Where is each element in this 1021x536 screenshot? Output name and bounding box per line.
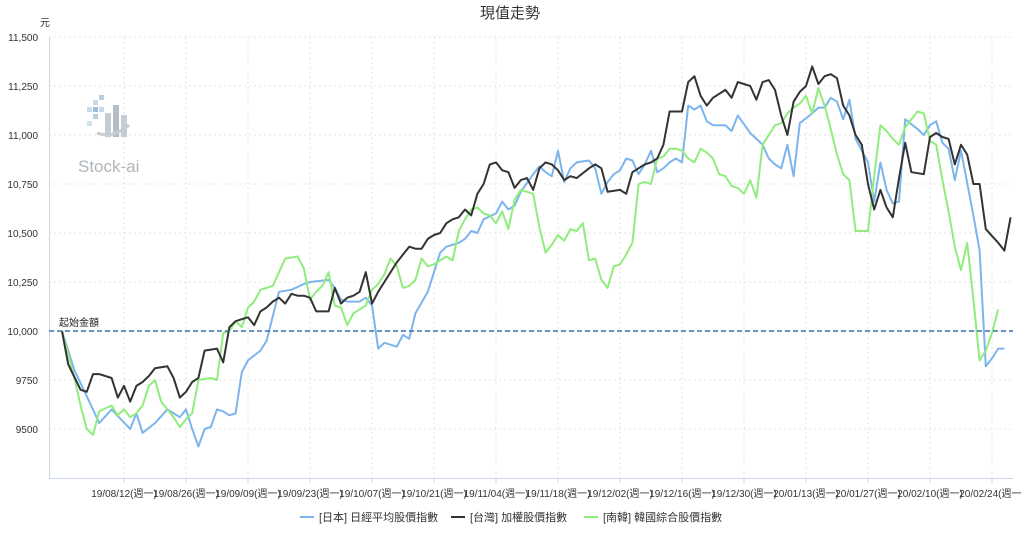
x-tick-label: 19/09/09(週一) <box>215 488 281 500</box>
x-tick-label: 19/09/23(週一) <box>277 488 343 500</box>
x-tick-label: 20/02/24(週一) <box>959 488 1021 500</box>
x-tick-label: 19/08/12(週一) <box>91 488 157 500</box>
reference-line-label: 起始金額 <box>59 316 99 329</box>
x-tick-label: 19/08/26(週一) <box>153 488 219 500</box>
x-tick-label: 19/12/30(週一) <box>711 488 777 500</box>
reference-layer: 起始金額 <box>49 316 1013 332</box>
legend[interactable]: [日本] 日經平均股價指數 [台灣] 加權股價指數 [南韓] 韓國綜合股價指數 <box>300 510 722 524</box>
legend-item[interactable]: [台灣] 加權股價指數 <box>451 510 567 524</box>
y-tick-label: 11,000 <box>8 131 38 142</box>
grid-lines <box>49 36 1013 478</box>
x-tick-label: 20/02/10(週一) <box>897 488 963 500</box>
y-tick-label: 11,500 <box>8 33 38 44</box>
watermark-logo <box>87 95 130 137</box>
x-tick-label: 19/12/02(週一) <box>587 488 653 500</box>
y-tick-label: 9500 <box>16 425 39 436</box>
legend-label: [日本] 日經平均股價指數 <box>319 510 438 524</box>
x-tick-label: 19/11/04(週一) <box>464 488 529 500</box>
series-line <box>61 65 1012 403</box>
y-tick-label: 11,250 <box>8 82 38 93</box>
y-tick-label: 10,250 <box>7 278 38 289</box>
x-tick-label: 20/01/13(週一) <box>773 488 839 500</box>
y-tick-label: 10,500 <box>7 229 38 240</box>
x-tick-label: 19/11/18(週一) <box>526 488 591 500</box>
x-axis: 19/08/12(週一)19/08/26(週一)19/09/09(週一)19/0… <box>49 478 1021 500</box>
legend-label: [台灣] 加權股價指數 <box>470 510 567 524</box>
series-line <box>61 87 1000 436</box>
x-tick-label: 19/10/21(週一) <box>401 488 467 500</box>
legend-label: [南韓] 韓國綜合股價指數 <box>603 510 722 524</box>
legend-item[interactable]: [南韓] 韓國綜合股價指數 <box>584 510 722 524</box>
x-tick-label: 20/01/27(週一) <box>835 488 901 500</box>
y-tick-label: 10,000 <box>7 327 38 338</box>
x-tick-label: 19/12/16(週一) <box>649 488 715 500</box>
watermark-text: Stock-ai <box>78 157 139 176</box>
y-tick-label: 10,750 <box>7 180 38 191</box>
legend-item[interactable]: [日本] 日經平均股價指數 <box>300 510 438 524</box>
x-tick-label: 19/10/07(週一) <box>339 488 405 500</box>
y-axis-unit: 元 <box>40 18 50 29</box>
y-tick-label: 9750 <box>16 376 39 387</box>
chart-title: 現值走勢 <box>480 5 540 22</box>
series-layer <box>61 65 1012 448</box>
y-axis: 9500 9750 10,000 10,250 10,500 10,750 11,000 11… <box>7 33 50 478</box>
